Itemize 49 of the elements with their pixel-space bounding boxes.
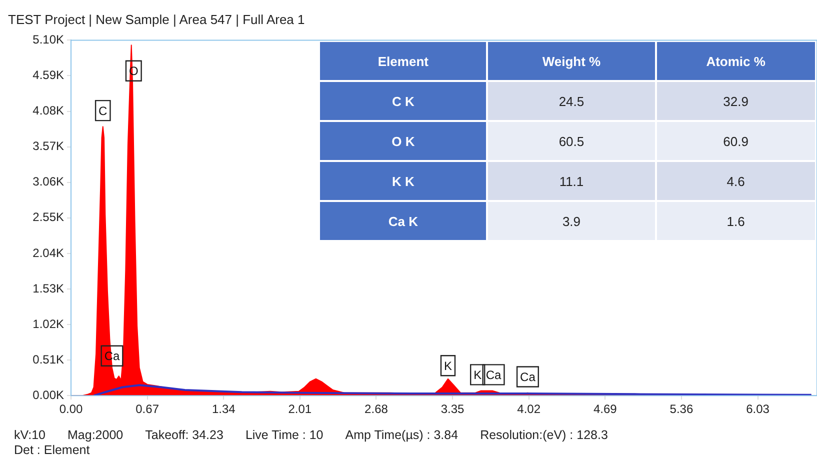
y-tick-label: C K: [320, 82, 486, 120]
data-label: 11.1: [488, 162, 655, 200]
y-tick-label: 2.55K: [32, 210, 64, 224]
x-tick-label: 4.02: [517, 402, 541, 416]
data-label: 24.5: [488, 82, 655, 120]
data-label: 60.9: [656, 122, 815, 160]
data-label: 3.9: [488, 202, 655, 240]
y-tick-label: 2.04K: [32, 246, 64, 260]
y-tick-label: 0.00K: [32, 388, 64, 402]
y-tick-label: 5.10K: [32, 32, 64, 47]
y-tick-label: Ca K: [320, 202, 486, 240]
y-tick-label: 0.51K: [32, 352, 64, 366]
text: Takeoff: 34.23: [145, 428, 224, 442]
x-tick-label: 5.36: [670, 402, 694, 416]
y-tick-label: 1.02K: [32, 316, 64, 331]
x-tick-label: 6.03: [746, 402, 770, 416]
text: kV:10: [14, 428, 46, 442]
x-tick-label: Weight %: [488, 42, 655, 80]
data-label: 32.9: [656, 82, 815, 120]
text: Mag:2000: [68, 428, 124, 442]
text: Amp Time(µs) : 3.84: [345, 428, 458, 442]
annotation: Ca: [486, 368, 502, 382]
x-tick-label: 2.01: [288, 402, 312, 416]
annotation: Ca: [520, 370, 536, 384]
y-tick-label: 4.59K: [32, 68, 64, 82]
text: Resolution:(eV) : 128.3: [480, 428, 608, 442]
y-tick-label: 1.53K: [32, 281, 64, 296]
x-tick-label: 3.35: [440, 402, 465, 416]
x-tick-label: 1.34: [212, 402, 236, 416]
data-label: 4.6: [656, 162, 815, 200]
chart-title: TEST Project | New Sample | Area 547 | Full Area 1: [8, 12, 305, 27]
y-tick-label: 4.08K: [32, 104, 64, 118]
y-tick-label: K K: [320, 162, 486, 200]
text: Det : Element: [14, 443, 90, 457]
y-tick-label: 3.06K: [32, 174, 64, 189]
annotation: C: [98, 104, 108, 118]
x-tick-label: 4.69: [593, 402, 618, 416]
x-tick-label: 0.00: [59, 402, 83, 416]
text: Live Time : 10: [245, 428, 324, 442]
annotation: K: [474, 368, 482, 382]
annotation: K: [444, 358, 452, 373]
data-label: 60.5: [488, 122, 655, 160]
x-tick-label: 0.67: [136, 402, 160, 416]
data-label: 1.6: [656, 202, 815, 240]
x-tick-label: Atomic %: [656, 42, 815, 80]
y-tick-label: 3.57K: [32, 139, 64, 154]
y-tick-label: O K: [320, 122, 486, 160]
y-axis-title: Element: [320, 42, 486, 80]
x-tick-label: 2.68: [364, 402, 388, 416]
